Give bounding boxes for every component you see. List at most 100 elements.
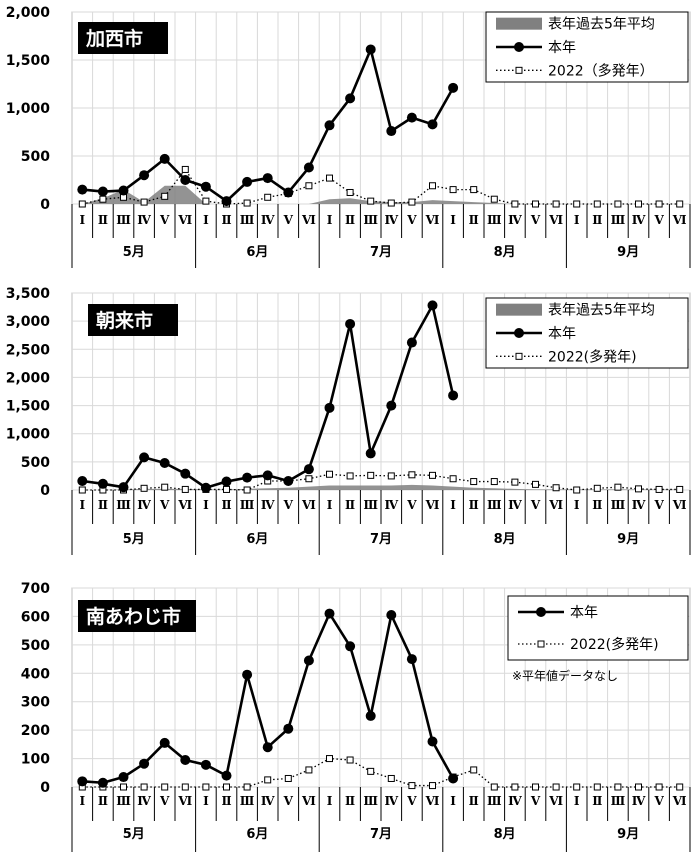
chart2-marker-2022 — [470, 478, 478, 486]
chart1-week-label: Ⅵ — [672, 213, 687, 227]
chart2-legend-label: 本年 — [548, 326, 576, 342]
chart1-marker-2022 — [552, 200, 560, 208]
chart2-month-label: 7月 — [370, 532, 392, 547]
chart3-marker-2022 — [429, 782, 436, 790]
chart2-marker-2022 — [614, 483, 622, 491]
chart2-marker-current — [365, 448, 376, 459]
chart3-marker-2022 — [326, 755, 333, 763]
chart3-marker-2022 — [264, 776, 272, 784]
chart1-marker-2022 — [161, 192, 169, 200]
chart3-week-label: Ⅵ — [177, 794, 192, 808]
chart2-y-tick-label: 1,000 — [6, 427, 51, 443]
chart1-week-label: Ⅱ — [345, 213, 355, 227]
chart1-marker-2022 — [614, 200, 622, 208]
chart1-marker-2022 — [408, 198, 416, 206]
chart2-week-label: Ⅳ — [384, 498, 398, 512]
chart1-marker-current — [139, 170, 150, 181]
chart3-marker-current — [386, 610, 397, 621]
chart1-marker-current — [386, 126, 397, 137]
chart3-y-tick-label: 600 — [21, 609, 50, 625]
chart2-marker-current — [221, 476, 232, 487]
chart1-legend-marker-2022 — [515, 66, 523, 74]
chart1-marker-current — [221, 196, 232, 207]
chart3-week-label: Ⅰ — [79, 794, 85, 808]
chart3-marker-current — [283, 723, 294, 734]
chart1-week-label: Ⅳ — [137, 213, 151, 227]
chart2-y-tick-label: 3,500 — [6, 286, 51, 302]
chart3-y-tick-label: 100 — [21, 752, 50, 768]
chart2-marker-current — [283, 475, 294, 486]
chart1-week-label: Ⅴ — [653, 213, 664, 227]
chart3-week-label: Ⅳ — [137, 794, 151, 808]
chart3-week-label: Ⅳ — [261, 794, 275, 808]
chart1-marker-current — [406, 112, 417, 123]
chart3-week-label: Ⅳ — [508, 794, 522, 808]
chart2-marker-2022 — [243, 486, 251, 494]
chart2-marker-2022 — [346, 472, 354, 480]
chart3-marker-2022 — [635, 783, 642, 791]
chart3-marker-2022 — [408, 782, 416, 790]
chart3-marker-2022 — [120, 783, 127, 791]
chart3-marker-current — [200, 759, 211, 770]
chart1-week-label: Ⅱ — [592, 213, 602, 227]
chart1-marker-2022 — [140, 198, 148, 206]
chart1-marker-2022 — [429, 182, 436, 190]
chart1-legend-label: 表年過去5年平均 — [548, 17, 655, 33]
chart3-marker-current — [448, 773, 459, 784]
chart1-week-label: Ⅰ — [327, 213, 333, 227]
chart1-week-label: Ⅲ — [487, 213, 502, 227]
chart2-week-label: Ⅲ — [611, 498, 626, 512]
chart3-marker-2022 — [305, 766, 313, 774]
chart1-marker-current — [427, 119, 438, 130]
chart1-week-label: Ⅲ — [116, 213, 131, 227]
chart2-marker-2022 — [655, 485, 663, 493]
chart3-week-label: Ⅰ — [574, 794, 580, 808]
chart3-y-tick-label: 500 — [21, 638, 50, 654]
chart2-marker-2022 — [78, 486, 86, 494]
chart1-marker-2022 — [593, 200, 601, 208]
chart2-marker-current — [242, 472, 253, 483]
chart3-week-label: Ⅰ — [327, 794, 333, 808]
chart2-marker-2022 — [408, 471, 416, 479]
chart1-marker-2022 — [367, 197, 375, 205]
chart3-marker-current — [118, 772, 129, 783]
chart3-week-label: Ⅵ — [548, 794, 563, 808]
chart3-line-2022 — [82, 757, 680, 788]
chart1-week-label: Ⅲ — [611, 213, 626, 227]
chart2-marker-current — [159, 457, 170, 468]
chart1-marker-current — [345, 93, 356, 104]
chart2-y-tick-label: 500 — [21, 455, 50, 471]
chart3-marker-2022 — [552, 783, 560, 791]
chart2-marker-2022 — [429, 471, 436, 479]
chart3-week-label: Ⅴ — [530, 794, 541, 808]
chart3-marker-2022 — [470, 766, 478, 774]
chart3-marker-2022 — [140, 783, 148, 791]
chart3-week-label: Ⅲ — [363, 794, 378, 808]
chart2-marker-current — [303, 464, 314, 475]
chart2-y-tick-label: 2,000 — [6, 370, 51, 386]
chart1-marker-current — [159, 153, 170, 164]
chart3-marker-current — [221, 770, 232, 781]
chart3-y-tick-label: 400 — [21, 666, 50, 682]
chart3-marker-2022 — [655, 783, 663, 791]
chart2-marker-2022 — [532, 480, 539, 488]
chart3-y-tick-label: 0 — [40, 780, 50, 796]
chart2-week-label: Ⅲ — [363, 498, 378, 512]
chart1-marker-current — [77, 184, 88, 195]
chart2-week-label: Ⅳ — [508, 498, 522, 512]
chart3-marker-2022 — [593, 783, 601, 791]
chart3-y-tick-label: 700 — [21, 581, 50, 597]
chart2-week-label: Ⅲ — [487, 498, 502, 512]
chart1-marker-2022 — [532, 200, 539, 208]
chart2-marker-2022 — [161, 483, 169, 491]
chart2-week-label: Ⅴ — [653, 498, 664, 512]
chart3-marker-2022 — [202, 783, 210, 791]
chart1-marker-2022 — [78, 200, 86, 208]
chart1-marker-current — [324, 120, 335, 131]
chart3-week-label: Ⅰ — [450, 794, 456, 808]
chart2-week-label: Ⅱ — [98, 498, 108, 512]
chart1-line-2022 — [82, 168, 680, 205]
chart3-marker-2022 — [573, 783, 581, 791]
chart2-marker-current — [448, 390, 459, 401]
chart1-marker-2022 — [326, 174, 333, 182]
